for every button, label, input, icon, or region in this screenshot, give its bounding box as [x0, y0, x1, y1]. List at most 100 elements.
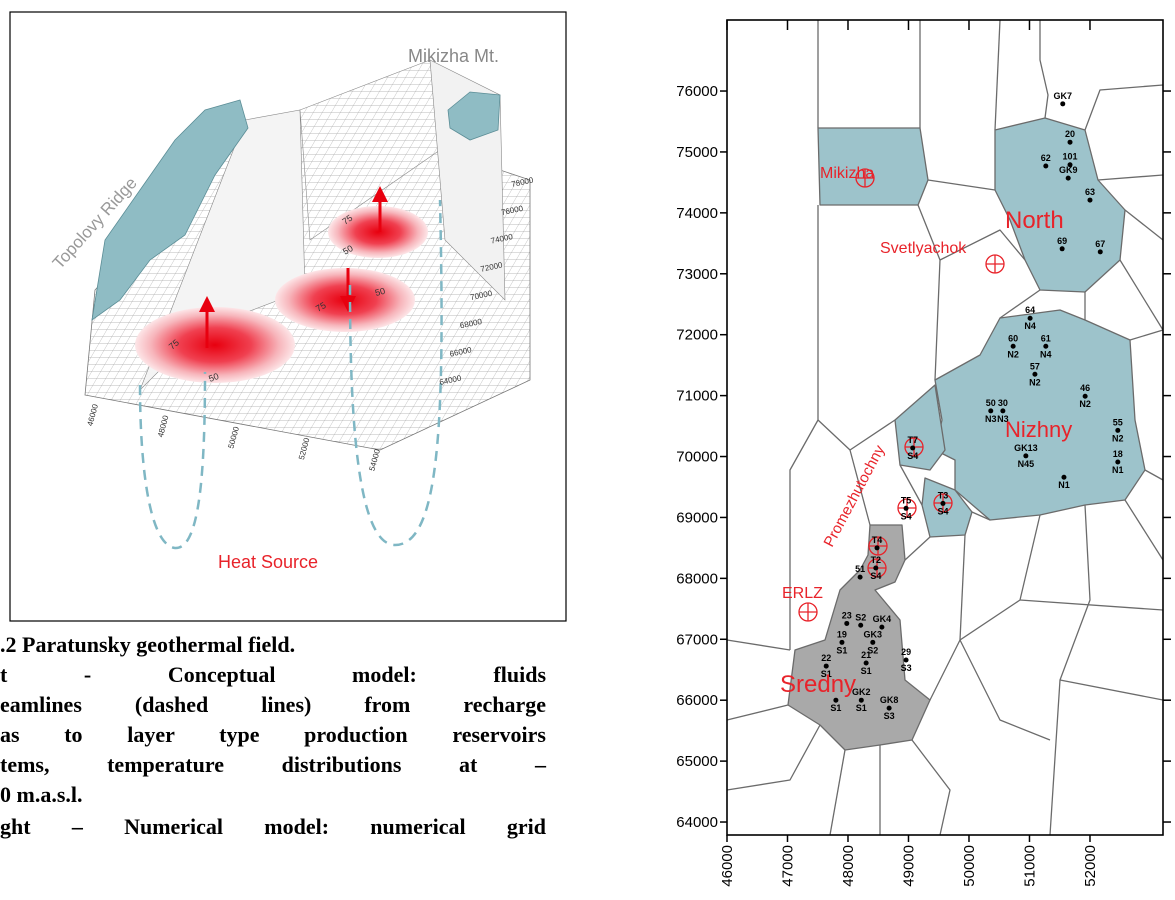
well-sublabel: N1: [1058, 480, 1070, 490]
well-label: T2: [871, 555, 882, 565]
well-label: 20: [1065, 129, 1075, 139]
well-label: GK9: [1059, 165, 1078, 175]
well: [1083, 394, 1088, 399]
well: [1115, 428, 1120, 433]
well-label: 64: [1025, 305, 1035, 315]
well-sublabel: N4: [1024, 321, 1036, 331]
well: [859, 698, 864, 703]
y-tick-label: 73000: [676, 266, 718, 283]
x-tick-label: 46000: [719, 845, 736, 887]
well-label: 21: [861, 650, 871, 660]
well: [1000, 408, 1005, 413]
y-tick-label: 68000: [676, 570, 718, 587]
well-sublabel: N1: [1112, 465, 1124, 475]
mountain-label: Mikizha Mt.: [408, 46, 499, 66]
y-tick-label: 64000: [676, 814, 718, 831]
well-sublabel: S1: [830, 703, 841, 713]
y-tick-label: 66000: [676, 692, 718, 709]
caption-line: .2 Paratunsky geothermal field.: [0, 630, 546, 660]
well: [1087, 198, 1092, 203]
well-label: 57: [1030, 361, 1040, 371]
well-label: GK8: [880, 695, 899, 705]
x-tick-label: 49000: [900, 845, 917, 887]
well-label: 22: [821, 653, 831, 663]
well-sublabel: N45: [1018, 459, 1035, 469]
caption-line: tems, temperature distributions at –: [0, 750, 546, 780]
well: [1060, 101, 1065, 106]
well-sublabel: S1: [861, 666, 872, 676]
figure-page: Topolovy Ridge Mikizha Mt. Heat Source 7…: [0, 0, 1175, 900]
well: [940, 501, 945, 506]
well: [904, 657, 909, 662]
well: [1032, 372, 1037, 377]
well: [1023, 453, 1028, 458]
well: [1098, 249, 1103, 254]
well: [858, 575, 863, 580]
caption-line: as to layer type production reservoirs: [0, 720, 546, 750]
caption-line: ght – Numerical model: numerical grid: [0, 812, 546, 842]
well: [875, 545, 880, 550]
well: [1043, 163, 1048, 168]
well: [1066, 176, 1071, 181]
y-tick-label: 72000: [676, 327, 718, 344]
well-label: 23: [842, 610, 852, 620]
well-label: S2: [855, 612, 866, 622]
well-label: 19: [837, 629, 847, 639]
y-tick-label: 75000: [676, 144, 718, 161]
well-label: 51: [855, 564, 865, 574]
well-label: 29: [901, 647, 911, 657]
well: [887, 706, 892, 711]
well-sublabel: S3: [901, 663, 912, 673]
well: [864, 661, 869, 666]
well-label: T7: [907, 435, 918, 445]
well: [844, 621, 849, 626]
x-tick-label: 51000: [1021, 845, 1038, 887]
well-label: 63: [1085, 187, 1095, 197]
well-label: T3: [938, 490, 949, 500]
region-label: Svetlyachok: [880, 240, 967, 257]
well-label: GK13: [1014, 443, 1038, 453]
x-tick-label: 48000: [840, 845, 857, 887]
y-tick-label: 76000: [676, 83, 718, 100]
region-label: Mikizha: [820, 165, 874, 182]
well: [988, 408, 993, 413]
well: [870, 640, 875, 645]
well: [873, 566, 878, 571]
y-tick-label: 70000: [676, 449, 718, 466]
well-sublabel: S4: [907, 451, 918, 461]
well-sublabel: N2: [1029, 377, 1041, 387]
well-sublabel: N2: [1112, 433, 1124, 443]
well-label: GK4: [873, 614, 892, 624]
well-label: 55: [1113, 417, 1123, 427]
well-sublabel: S4: [870, 571, 881, 581]
well-label: 62: [1041, 153, 1051, 163]
well: [824, 664, 829, 669]
well: [858, 623, 863, 628]
well-sublabel: S1: [856, 703, 867, 713]
well-sublabel: N4: [1040, 349, 1052, 359]
well-sublabel: N2: [1007, 349, 1019, 359]
well-sublabel: N3: [985, 414, 997, 424]
well: [1068, 140, 1073, 145]
well-label: 60: [1008, 333, 1018, 343]
caption-line: t - Conceptual model: fluids: [0, 660, 546, 690]
well-label: 67: [1095, 239, 1105, 249]
well: [1043, 344, 1048, 349]
x-tick-label: 50000: [961, 845, 978, 887]
well-label: 69: [1057, 236, 1067, 246]
grid-cells: [727, 20, 1163, 835]
x-tick-label: 52000: [1082, 845, 1099, 887]
x-tick-label: 47000: [779, 845, 796, 887]
well: [904, 506, 909, 511]
well-label: T4: [872, 535, 883, 545]
well: [1061, 475, 1066, 480]
well: [1115, 460, 1120, 465]
y-tick-label: 74000: [676, 205, 718, 222]
region-label: ERLZ: [782, 585, 823, 602]
well-label: T5: [901, 495, 912, 505]
region-label: Sredny: [780, 671, 856, 698]
y-tick-label: 67000: [676, 631, 718, 648]
region-label: North: [1005, 207, 1064, 234]
well-label: 18: [1113, 449, 1123, 459]
y-tick-label: 71000: [676, 388, 718, 405]
